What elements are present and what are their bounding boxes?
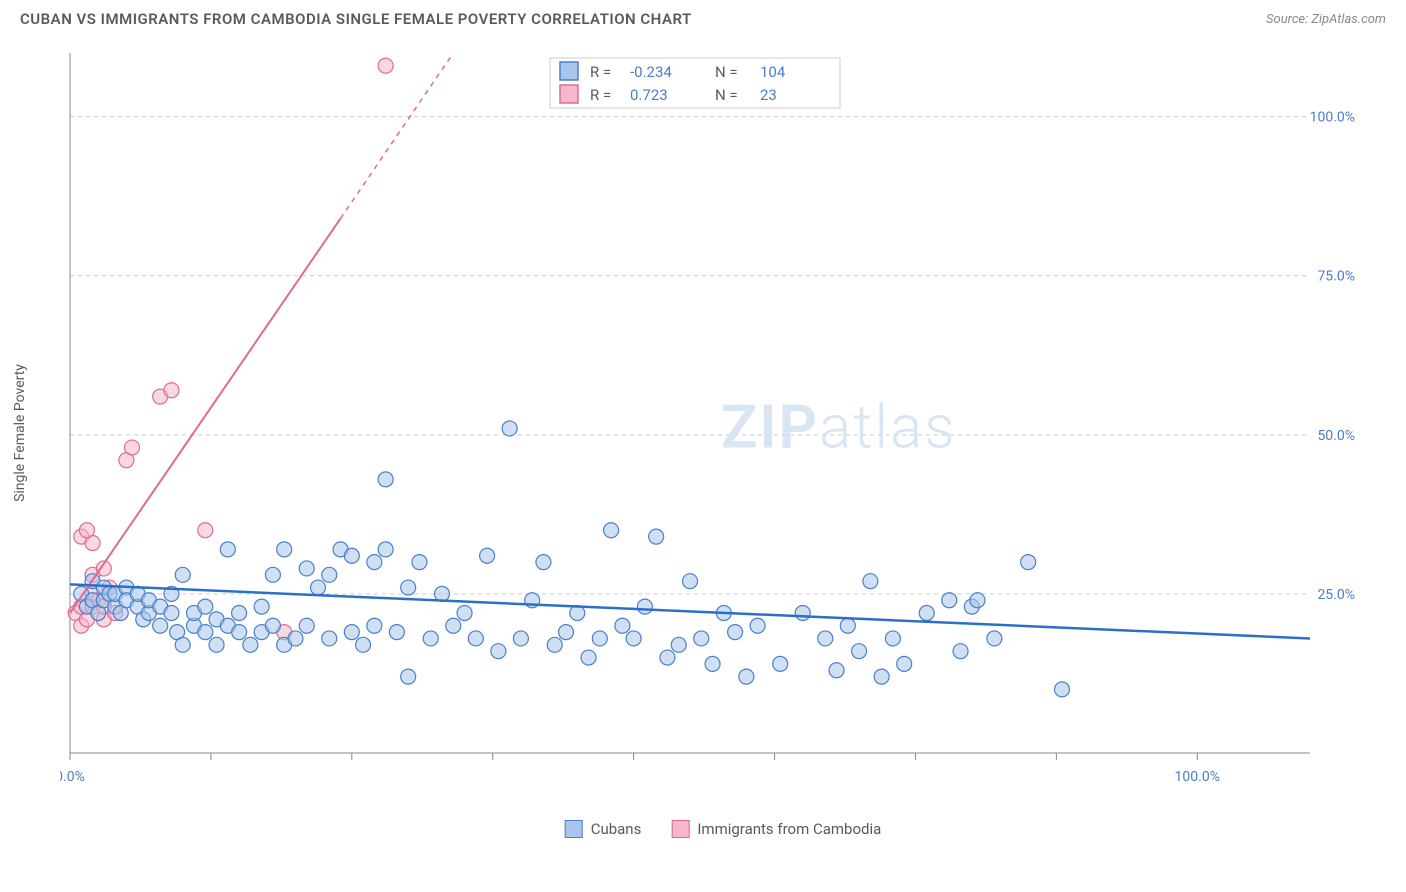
svg-text:ZIPatlas: ZIPatlas <box>721 392 957 463</box>
svg-text:75.0%: 75.0% <box>1317 269 1355 285</box>
legend-swatch-blue <box>565 820 583 838</box>
svg-text:R =: R = <box>590 86 611 104</box>
svg-text:50.0%: 50.0% <box>1317 428 1355 444</box>
svg-text:100.0%: 100.0% <box>1175 769 1220 785</box>
legend-label-cambodia: Immigrants from Cambodia <box>697 820 881 838</box>
legend-swatch-pink <box>671 820 689 838</box>
svg-text:0.0%: 0.0% <box>60 769 85 785</box>
svg-text:N =: N = <box>715 86 738 104</box>
legend-item-cubans: Cubans <box>565 820 642 838</box>
svg-text:-0.234: -0.234 <box>630 63 672 81</box>
chart-title: CUBAN VS IMMIGRANTS FROM CAMBODIA SINGLE… <box>20 10 692 28</box>
legend: Cubans Immigrants from Cambodia <box>565 820 882 838</box>
svg-text:0.723: 0.723 <box>630 86 668 104</box>
svg-text:23: 23 <box>760 86 777 104</box>
legend-item-cambodia: Immigrants from Cambodia <box>671 820 881 838</box>
legend-label-cubans: Cubans <box>591 820 642 838</box>
svg-text:104: 104 <box>760 63 786 81</box>
correlation-chart: 25.0% 50.0% 75.0% 100.0% ZIPatlas 0.0% 100.0% R… <box>60 33 1360 793</box>
svg-text:N =: N = <box>715 63 738 81</box>
svg-text:25.0%: 25.0% <box>1317 587 1355 603</box>
y-axis-label: Single Female Poverty <box>12 364 28 502</box>
svg-text:R =: R = <box>590 63 611 81</box>
svg-text:100.0%: 100.0% <box>1310 110 1355 126</box>
source-label: Source: ZipAtlas.com <box>1266 12 1386 27</box>
